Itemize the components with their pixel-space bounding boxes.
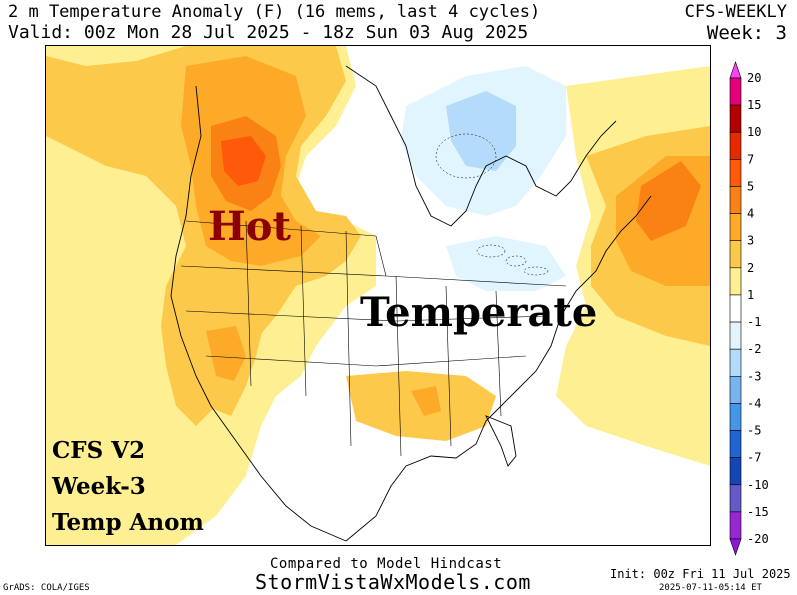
model-note-line-3: Temp Anom (52, 509, 204, 536)
hot-label: Hot (208, 203, 291, 250)
legend-bin (729, 104, 742, 133)
anomaly-gulf-core (411, 386, 441, 416)
legend-bin (729, 294, 742, 323)
legend-bin (729, 267, 742, 296)
model-note-line-1: CFS V2 (52, 437, 146, 464)
legend-tip-top (729, 61, 742, 79)
legend-label: 3 (747, 234, 754, 248)
model-note-line-2: Week-3 (52, 473, 146, 500)
legend-bin (729, 348, 742, 377)
legend-bin (729, 403, 742, 431)
anomaly-map: Hot Temperate CFS V2 Week-3 Temp Anom (45, 45, 711, 546)
legend-label: -5 (747, 424, 761, 438)
legend-bin (729, 213, 742, 242)
valid-period: Valid: 00z Mon 28 Jul 2025 - 18z Sun 03 … (8, 22, 529, 43)
map-title: 2 m Temperature Anomaly (F) (16 mems, la… (8, 2, 541, 22)
legend-bin (729, 131, 742, 160)
model-name: CFS-WEEKLY (684, 2, 787, 22)
temperate-label: Temperate (360, 289, 598, 336)
init-time: Init: 00z Fri 11 Jul 2025 (610, 567, 791, 581)
legend-label: -7 (747, 451, 761, 465)
legend-bin (729, 77, 742, 106)
legend-label: 20 (747, 71, 761, 85)
generated-timestamp: 2025-07-11-05:14 ET (659, 583, 762, 593)
legend-label: -15 (747, 505, 769, 519)
anomaly-atlantic-hot (636, 161, 701, 241)
legend-label: 5 (747, 179, 754, 193)
legend-bin (729, 321, 742, 350)
legend-label: 15 (747, 98, 761, 112)
map-canvas (46, 46, 710, 545)
legend-label: -2 (747, 342, 761, 356)
legend-label: 1 (747, 288, 754, 302)
hindcast-note: Compared to Model Hindcast (270, 556, 503, 572)
legend-label: 2 (747, 261, 754, 275)
anomaly-southwest-core (206, 326, 246, 381)
legend-bin (729, 457, 742, 486)
legend-bin (729, 511, 742, 540)
legend-label: -3 (747, 369, 761, 383)
legend-label: -1 (747, 315, 761, 329)
legend-bin (729, 240, 742, 269)
grads-credit: GrADS: COLA/IGES (3, 583, 90, 593)
coastlines (170, 65, 652, 542)
anomaly-canada-cooler (446, 91, 516, 171)
anomaly-nw-core (221, 136, 266, 186)
legend-label: 7 (747, 152, 754, 166)
legend-bin (729, 430, 742, 458)
website-credit: StormVistaWxModels.com (255, 570, 531, 594)
legend-bin (729, 375, 742, 404)
legend-bin (729, 186, 742, 214)
legend-bin (729, 484, 742, 513)
state-borders (180, 220, 567, 457)
lakes (435, 133, 549, 276)
anomaly-great-lakes-cool (446, 236, 566, 291)
legend-label: -20 (747, 532, 769, 546)
legend-bin (729, 159, 742, 187)
legend-tip-bottom (729, 538, 742, 556)
legend-label: -4 (747, 396, 761, 410)
legend-label: 4 (747, 207, 754, 221)
color-legend: 20 15 10 7 5 4 3 2 1 -1 -2 -3 -4 -5 -7 -10 -15 -20 (729, 61, 769, 556)
week-label: Week: 3 (706, 22, 787, 44)
legend-label: -10 (747, 478, 769, 492)
legend-label: 10 (747, 125, 761, 139)
